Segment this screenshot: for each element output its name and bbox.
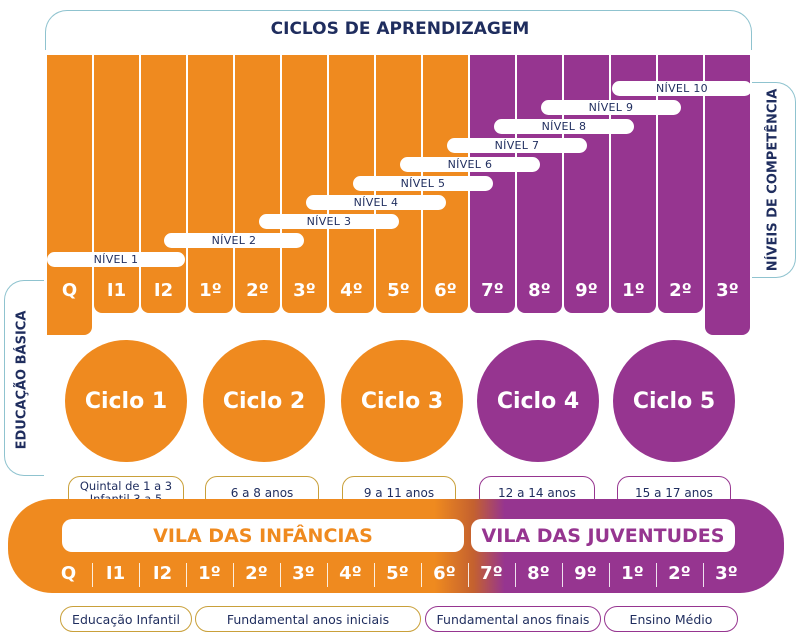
grade-column bbox=[705, 55, 750, 335]
side-label-left: EDUCAÇÃO BÁSICA bbox=[14, 310, 30, 450]
grade-separator bbox=[92, 563, 93, 587]
stage-fundamental-finais: Fundamental anos finais bbox=[425, 606, 601, 632]
grade-column bbox=[282, 55, 327, 313]
stage-fundamental-iniciais: Fundamental anos iniciais bbox=[195, 606, 421, 632]
grade-label: 2º bbox=[669, 280, 692, 301]
competence-level-bar: NÍVEL 6 bbox=[400, 157, 540, 172]
stage-educacao-infantil: Educação Infantil bbox=[60, 606, 192, 632]
bottom-grade-label: 4º bbox=[339, 563, 362, 584]
grade-separator bbox=[186, 563, 187, 587]
bottom-grade-label: 5º bbox=[386, 563, 409, 584]
grade-column bbox=[658, 55, 703, 313]
bottom-grade-label: 1º bbox=[621, 563, 644, 584]
grade-column bbox=[141, 55, 186, 313]
grade-separator bbox=[656, 563, 657, 587]
competence-level-bar: NÍVEL 3 bbox=[259, 214, 399, 229]
grade-label: 3º bbox=[293, 280, 316, 301]
grade-label: 2º bbox=[246, 280, 269, 301]
grade-separator bbox=[374, 563, 375, 587]
bottom-grade-label: 3º bbox=[715, 563, 738, 584]
competence-level-bar: NÍVEL 10 bbox=[612, 81, 752, 96]
grade-label: 6º bbox=[434, 280, 457, 301]
grade-column bbox=[235, 55, 280, 313]
cycle-circle: Ciclo 5 bbox=[613, 340, 735, 462]
cycle-circle: Ciclo 3 bbox=[341, 340, 463, 462]
right-bracket bbox=[752, 82, 796, 278]
grade-column bbox=[47, 55, 92, 335]
competence-level-bar: NÍVEL 5 bbox=[353, 176, 493, 191]
stage-ensino-medio: Ensino Médio bbox=[604, 606, 738, 632]
page-title: CICLOS DE APRENDIZAGEM bbox=[270, 19, 530, 39]
grade-label: 7º bbox=[481, 280, 504, 301]
bottom-grade-label: 3º bbox=[292, 563, 315, 584]
bottom-grade-label: 6º bbox=[433, 563, 456, 584]
cycle-circle: Ciclo 4 bbox=[477, 340, 599, 462]
vila-infancias: VILA DAS INFÂNCIAS bbox=[62, 519, 464, 552]
bottom-grade-label: I2 bbox=[152, 563, 173, 584]
grade-column bbox=[564, 55, 609, 313]
grade-separator bbox=[515, 563, 516, 587]
competence-level-bar: NÍVEL 4 bbox=[306, 195, 446, 210]
bottom-grade-label: Q bbox=[60, 563, 77, 584]
grade-label: 9º bbox=[575, 280, 598, 301]
grade-label: 1º bbox=[199, 280, 222, 301]
grade-separator bbox=[280, 563, 281, 587]
grade-label: 1º bbox=[622, 280, 645, 301]
vila-juventudes: VILA DAS JUVENTUDES bbox=[471, 519, 735, 552]
grade-separator bbox=[233, 563, 234, 587]
competence-level-bar: NÍVEL 8 bbox=[494, 119, 634, 134]
grade-label: I1 bbox=[106, 280, 127, 301]
title-bracket bbox=[45, 10, 752, 50]
grade-separator bbox=[139, 563, 140, 587]
competence-level-bar: NÍVEL 7 bbox=[447, 138, 587, 153]
bottom-grade-label: 8º bbox=[527, 563, 550, 584]
left-bracket bbox=[4, 280, 44, 476]
grade-separator bbox=[562, 563, 563, 587]
bottom-grade-label: 9º bbox=[574, 563, 597, 584]
grade-separator bbox=[421, 563, 422, 587]
grade-separator bbox=[609, 563, 610, 587]
bottom-grade-label: 2º bbox=[245, 563, 268, 584]
grade-label: 8º bbox=[528, 280, 551, 301]
grade-column bbox=[94, 55, 139, 313]
competence-level-bar: NÍVEL 2 bbox=[164, 233, 304, 248]
cycle-circle: Ciclo 1 bbox=[65, 340, 187, 462]
grade-column bbox=[611, 55, 656, 313]
bottom-grade-label: 2º bbox=[668, 563, 691, 584]
bottom-grade-label: 1º bbox=[198, 563, 221, 584]
grade-label: Q bbox=[61, 280, 78, 301]
side-label-right: NÍVEIS DE COMPETÊNCIA bbox=[765, 88, 781, 272]
grade-separator bbox=[468, 563, 469, 587]
grade-column bbox=[517, 55, 562, 313]
grade-label: 3º bbox=[716, 280, 739, 301]
grade-label: 5º bbox=[387, 280, 410, 301]
cycle-circle: Ciclo 2 bbox=[203, 340, 325, 462]
grade-column bbox=[188, 55, 233, 313]
bottom-grade-label: I1 bbox=[105, 563, 126, 584]
competence-level-bar: NÍVEL 9 bbox=[541, 100, 681, 115]
competence-level-bar: NÍVEL 1 bbox=[47, 252, 185, 267]
grade-label: 4º bbox=[340, 280, 363, 301]
grade-separator bbox=[703, 563, 704, 587]
grade-label: I2 bbox=[153, 280, 174, 301]
bottom-grade-label: 7º bbox=[480, 563, 503, 584]
grade-separator bbox=[327, 563, 328, 587]
